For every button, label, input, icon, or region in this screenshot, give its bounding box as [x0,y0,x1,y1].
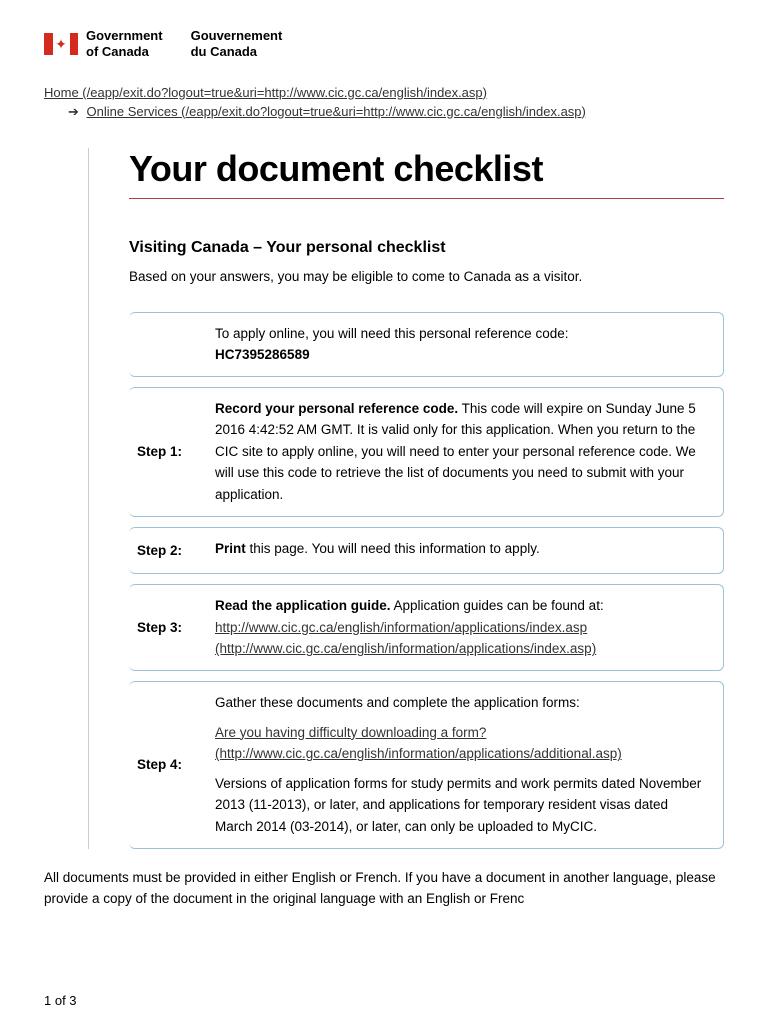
step-1-label: Step 1: [129,388,215,516]
step-4-p1: Gather these documents and complete the … [215,692,705,714]
page-title: Your document checklist [129,148,724,190]
step-2-text: this page. You will need this informatio… [246,541,540,556]
step-1-bold: Record your personal reference code. [215,401,458,416]
step-2-bold: Print [215,541,246,556]
page-number: 1 of 3 [44,993,77,1008]
breadcrumb: Home (/eapp/exit.do?logout=true&uri=http… [44,85,724,100]
step-4-link[interactable]: Are you having difficulty downloading a … [215,725,622,762]
breadcrumb-home[interactable]: Home (/eapp/exit.do?logout=true&uri=http… [44,85,487,100]
ref-code: HC7395286589 [215,347,310,362]
step-3-link[interactable]: http://www.cic.gc.ca/english/information… [215,620,596,657]
title-rule [129,198,724,199]
step-4-label: Step 4: [129,682,215,848]
gov-name-en: Government of Canada [86,28,163,61]
step-2-label: Step 2: [129,528,215,574]
step-3-pretext: Application guides can be found at: [391,598,604,613]
canada-flag-icon: ✦ [44,33,78,55]
gov-logo: ✦ Government of Canada Gouvernement du C… [44,28,724,61]
step-4: Step 4: Gather these documents and compl… [129,681,724,849]
step-3-bold: Read the application guide. [215,598,391,613]
footer-note: All documents must be provided in either… [44,867,724,910]
breadcrumb-services[interactable]: Online Services (/eapp/exit.do?logout=tr… [87,104,586,119]
intro-text: Based on your answers, you may be eligib… [129,269,724,284]
ref-label: To apply online, you will need this pers… [215,326,568,341]
reference-box: To apply online, you will need this pers… [129,312,724,377]
step-2: Step 2: Print this page. You will need t… [129,527,724,575]
step-4-p2: Versions of application forms for study … [215,773,705,838]
breadcrumb-row2: ➔ Online Services (/eapp/exit.do?logout=… [44,104,724,120]
arrow-icon: ➔ [68,104,79,120]
step-3-label: Step 3: [129,585,215,670]
section-subtitle: Visiting Canada – Your personal checklis… [129,239,724,257]
step-3: Step 3: Read the application guide. Appl… [129,584,724,671]
step-1: Step 1: Record your personal reference c… [129,387,724,517]
gov-name-fr: Gouvernement du Canada [191,28,283,61]
